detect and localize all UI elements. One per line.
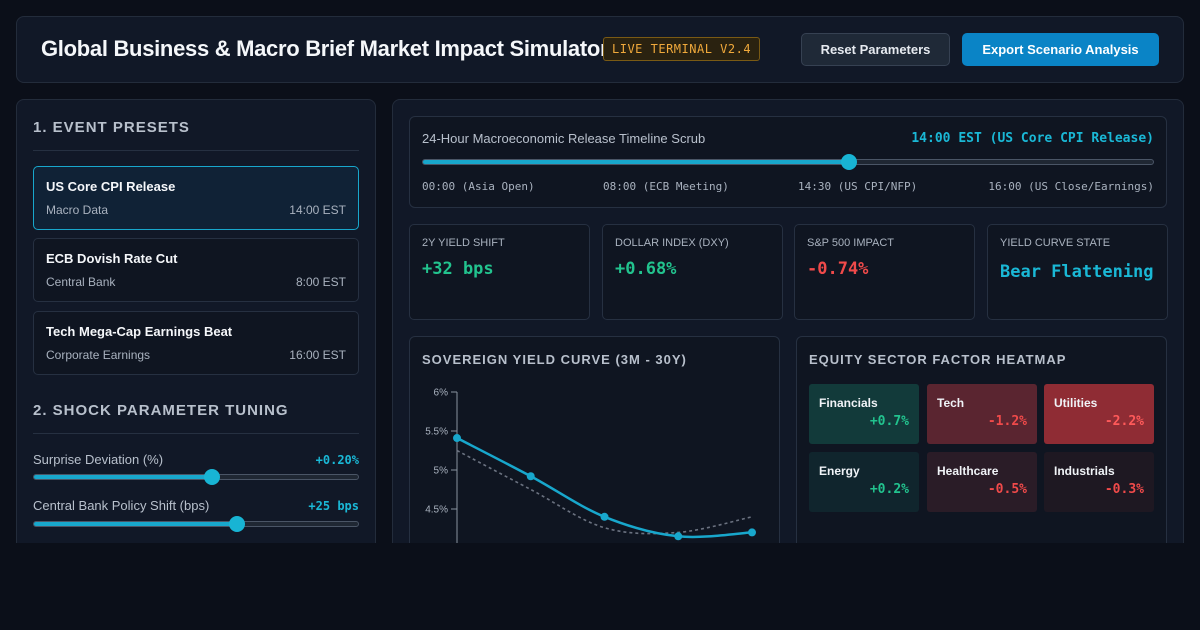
yield-curve-chart: 6% 5.5% 5% 4.5% [425, 388, 756, 595]
metric-card-dxy: DOLLAR INDEX (DXY) +0.68% [602, 224, 783, 320]
y-tick-label: 5% [434, 466, 449, 477]
slider-fill [34, 522, 237, 526]
surprise-deviation-label: Surprise Deviation (%) [33, 452, 164, 467]
preset-card-us-core-cpi[interactable]: US Core CPI Release Macro Data 14:00 EST [33, 166, 359, 230]
preset-time: 16:00 EST [289, 348, 346, 362]
heatmap-cell-industrials[interactable]: Industrials -0.3% [1044, 452, 1154, 512]
metric-card-sp500: S&P 500 IMPACT -0.74% [794, 224, 975, 320]
sector-value: -0.5% [987, 482, 1027, 497]
app-title: Global Business & Macro Brief Market Imp… [41, 36, 609, 61]
sector-value: -2.2% [1104, 414, 1144, 429]
sector-name: Energy [819, 464, 860, 478]
metric-value: -0.74% [807, 259, 869, 279]
policy-shift-slider[interactable] [33, 516, 359, 532]
heatmap-cell-utilities[interactable]: Utilities -2.2% [1044, 384, 1154, 444]
yield-curve-title: SOVEREIGN YIELD CURVE (3M - 30Y) [422, 352, 687, 367]
shocked-curve-line [456, 436, 753, 539]
preset-time: 8:00 EST [295, 275, 346, 289]
heatmap-title: EQUITY SECTOR FACTOR HEATMAP [809, 352, 1067, 367]
timeline-tick-label: 08:00 (ECB Meeting) [603, 180, 729, 193]
live-terminal-badge: LIVE TERMINAL V2.4 [603, 37, 761, 61]
timeline-scrub: 24-Hour Macroeconomic Release Timeline S… [409, 116, 1167, 208]
curve-point [600, 512, 609, 521]
curve-point [748, 528, 756, 537]
y-tick-label: 5.5% [425, 427, 448, 438]
timeline-current-time: 14:00 EST (US Core CPI Release) [911, 131, 1154, 146]
slider-fill [34, 475, 213, 479]
metric-card-2y-yield: 2Y YIELD SHIFT +32 bps [409, 224, 590, 320]
heatmap-cell-tech[interactable]: Tech -1.2% [927, 384, 1037, 444]
preset-name: ECB Dovish Rate Cut [46, 251, 178, 266]
sector-value: +0.2% [869, 482, 909, 497]
shock-tuning-title: 2. SHOCK PARAMETER TUNING [33, 402, 289, 419]
divider [33, 433, 359, 434]
sector-value: -0.3% [1104, 482, 1144, 497]
timeline-tick-label: 00:00 (Asia Open) [422, 180, 535, 193]
reset-parameters-button[interactable]: Reset Parameters [801, 33, 950, 66]
surprise-deviation-value: +0.20% [315, 453, 359, 467]
preset-time: 14:00 EST [289, 203, 346, 217]
policy-shift-value: +25 bps [308, 499, 359, 513]
timeline-title: 24-Hour Macroeconomic Release Timeline S… [422, 131, 706, 146]
sector-value: +0.7% [869, 414, 909, 429]
event-presets-title: 1. EVENT PRESETS [33, 119, 190, 136]
timeline-fill [423, 160, 849, 164]
timeline-tick-label: 16:00 (US Close/Earnings) [988, 180, 1154, 193]
curve-point [674, 532, 683, 541]
sector-value: -1.2% [987, 414, 1027, 429]
export-scenario-button[interactable]: Export Scenario Analysis [962, 33, 1159, 66]
curve-point [453, 434, 461, 443]
preset-name: US Core CPI Release [46, 179, 176, 194]
baseline-curve-line [456, 449, 753, 535]
timeline-slider[interactable] [422, 154, 1154, 170]
metric-value: +0.68% [615, 259, 677, 279]
metric-label: DOLLAR INDEX (DXY) [615, 237, 729, 249]
metric-label: 2Y YIELD SHIFT [422, 237, 505, 249]
preset-category: Macro Data [46, 203, 109, 217]
preset-category: Corporate Earnings [46, 348, 151, 362]
sector-name: Tech [937, 396, 965, 410]
sector-name: Healthcare [937, 464, 999, 478]
preset-card-ecb-rate-cut[interactable]: ECB Dovish Rate Cut Central Bank 8:00 ES… [33, 238, 359, 302]
heatmap-cell-financials[interactable]: Financials +0.7% [809, 384, 919, 444]
timeline-thumb[interactable] [840, 154, 857, 170]
control-panel: 1. EVENT PRESETS US Core CPI Release Mac… [16, 99, 376, 559]
slider-thumb[interactable] [228, 516, 245, 532]
sector-name: Financials [819, 396, 878, 410]
slider-thumb[interactable] [204, 469, 221, 485]
metric-label: S&P 500 IMPACT [807, 237, 895, 249]
analysis-panel: 24-Hour Macroeconomic Release Timeline S… [392, 99, 1184, 596]
preset-name: Tech Mega-Cap Earnings Beat [46, 324, 233, 339]
heatmap-cell-energy[interactable]: Energy +0.2% [809, 452, 919, 512]
viewport-cutoff [0, 543, 1200, 630]
sector-name: Utilities [1054, 396, 1098, 410]
y-tick-label: 4.5% [425, 505, 448, 516]
preset-card-tech-earnings[interactable]: Tech Mega-Cap Earnings Beat Corporate Ea… [33, 311, 359, 375]
metric-card-yield-curve-state: YIELD CURVE STATE Bear Flattening [987, 224, 1168, 320]
metric-label: YIELD CURVE STATE [1000, 237, 1111, 249]
surprise-deviation-slider[interactable] [33, 469, 359, 485]
timeline-tick-label: 14:30 (US CPI/NFP) [798, 180, 918, 193]
heatmap-cell-healthcare[interactable]: Healthcare -0.5% [927, 452, 1037, 512]
sector-name: Industrials [1054, 464, 1115, 478]
app-header: Global Business & Macro Brief Market Imp… [16, 16, 1184, 83]
curve-point [526, 472, 535, 481]
metric-value: +32 bps [422, 259, 494, 279]
metric-value: Bear Flattening [1000, 262, 1154, 282]
divider [33, 150, 359, 151]
policy-shift-label: Central Bank Policy Shift (bps) [33, 498, 210, 513]
preset-category: Central Bank [46, 275, 116, 289]
y-tick-label: 6% [434, 388, 449, 399]
